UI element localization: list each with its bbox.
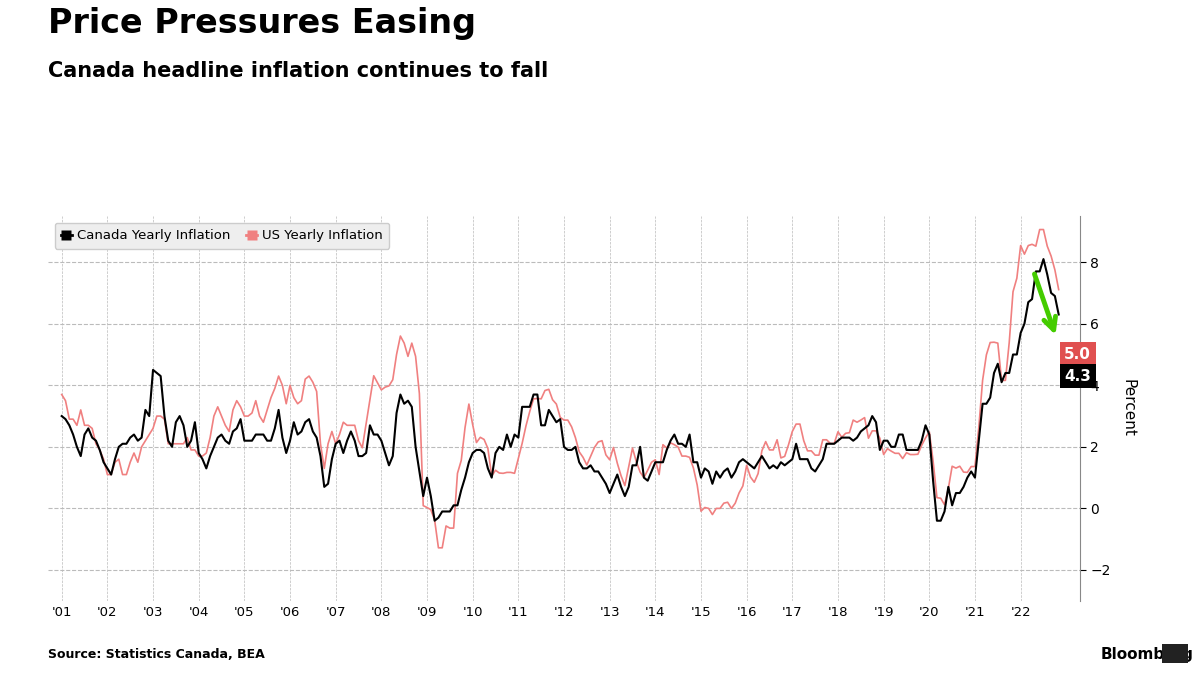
Text: Bloomberg: Bloomberg xyxy=(1102,647,1194,662)
Text: Source: Statistics Canada, BEA: Source: Statistics Canada, BEA xyxy=(48,649,265,662)
Text: 4.3: 4.3 xyxy=(1064,369,1091,383)
Y-axis label: Percent: Percent xyxy=(1121,379,1135,437)
Text: Price Pressures Easing: Price Pressures Easing xyxy=(48,7,476,40)
Legend: Canada Yearly Inflation, US Yearly Inflation: Canada Yearly Inflation, US Yearly Infla… xyxy=(54,223,390,249)
Text: 5.0: 5.0 xyxy=(1064,347,1091,362)
Text: Canada headline inflation continues to fall: Canada headline inflation continues to f… xyxy=(48,61,548,81)
